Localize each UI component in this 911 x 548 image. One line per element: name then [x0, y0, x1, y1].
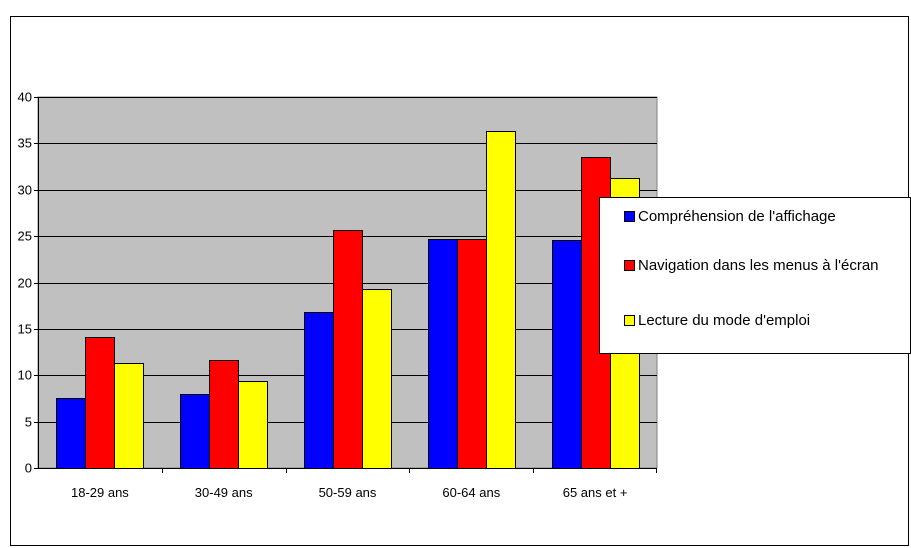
x-tick-label-3: 50-59 ans — [319, 485, 377, 500]
y-tick-label-30: 30 — [18, 183, 32, 198]
y-tick-label-10: 10 — [18, 368, 32, 383]
bar-3-4 — [486, 131, 516, 469]
bar-1-1 — [56, 398, 86, 469]
legend-swatch-series-3 — [624, 315, 635, 326]
y-tick-label-25: 25 — [18, 229, 32, 244]
legend-label-series-1: Compréhension de l'affichage — [638, 208, 836, 225]
legend-item-series-2: Navigation dans les menus à l'écran — [624, 256, 893, 276]
bar-1-2 — [180, 394, 210, 469]
y-tick-label-40: 40 — [18, 90, 32, 105]
bar-3-2 — [238, 381, 268, 469]
bar-2-2 — [209, 360, 239, 469]
bar-2-4 — [457, 239, 487, 469]
x-tick-label-5: 65 ans et + — [563, 485, 628, 500]
legend-label-series-3: Lecture du mode d'emploi — [638, 312, 811, 329]
legend-item-series-1: Compréhension de l'affichage — [624, 207, 893, 227]
y-tick-label-0: 0 — [25, 461, 32, 476]
y-tick-label-5: 5 — [25, 415, 32, 430]
chart-legend: Compréhension de l'affichage Navigation … — [599, 197, 911, 354]
legend-swatch-series-1 — [624, 211, 635, 222]
legend-label-series-2: Navigation dans les menus à l'écran — [638, 257, 879, 274]
x-tick-label-4: 60-64 ans — [442, 485, 500, 500]
bar-1-5 — [552, 240, 582, 469]
x-tick-label-1: 18-29 ans — [71, 485, 129, 500]
bar-3-1 — [114, 363, 144, 469]
x-tick-label-2: 30-49 ans — [195, 485, 253, 500]
bar-3-3 — [362, 289, 392, 469]
y-tick-label-35: 35 — [18, 136, 32, 151]
legend-swatch-series-2 — [624, 260, 635, 271]
bar-1-3 — [304, 312, 334, 469]
bar-2-3 — [333, 230, 363, 469]
y-tick-label-15: 15 — [18, 322, 32, 337]
bar-1-4 — [428, 239, 458, 469]
legend-item-series-3: Lecture du mode d'emploi — [624, 311, 893, 331]
bar-2-1 — [85, 337, 115, 469]
y-tick-label-20: 20 — [18, 276, 32, 291]
